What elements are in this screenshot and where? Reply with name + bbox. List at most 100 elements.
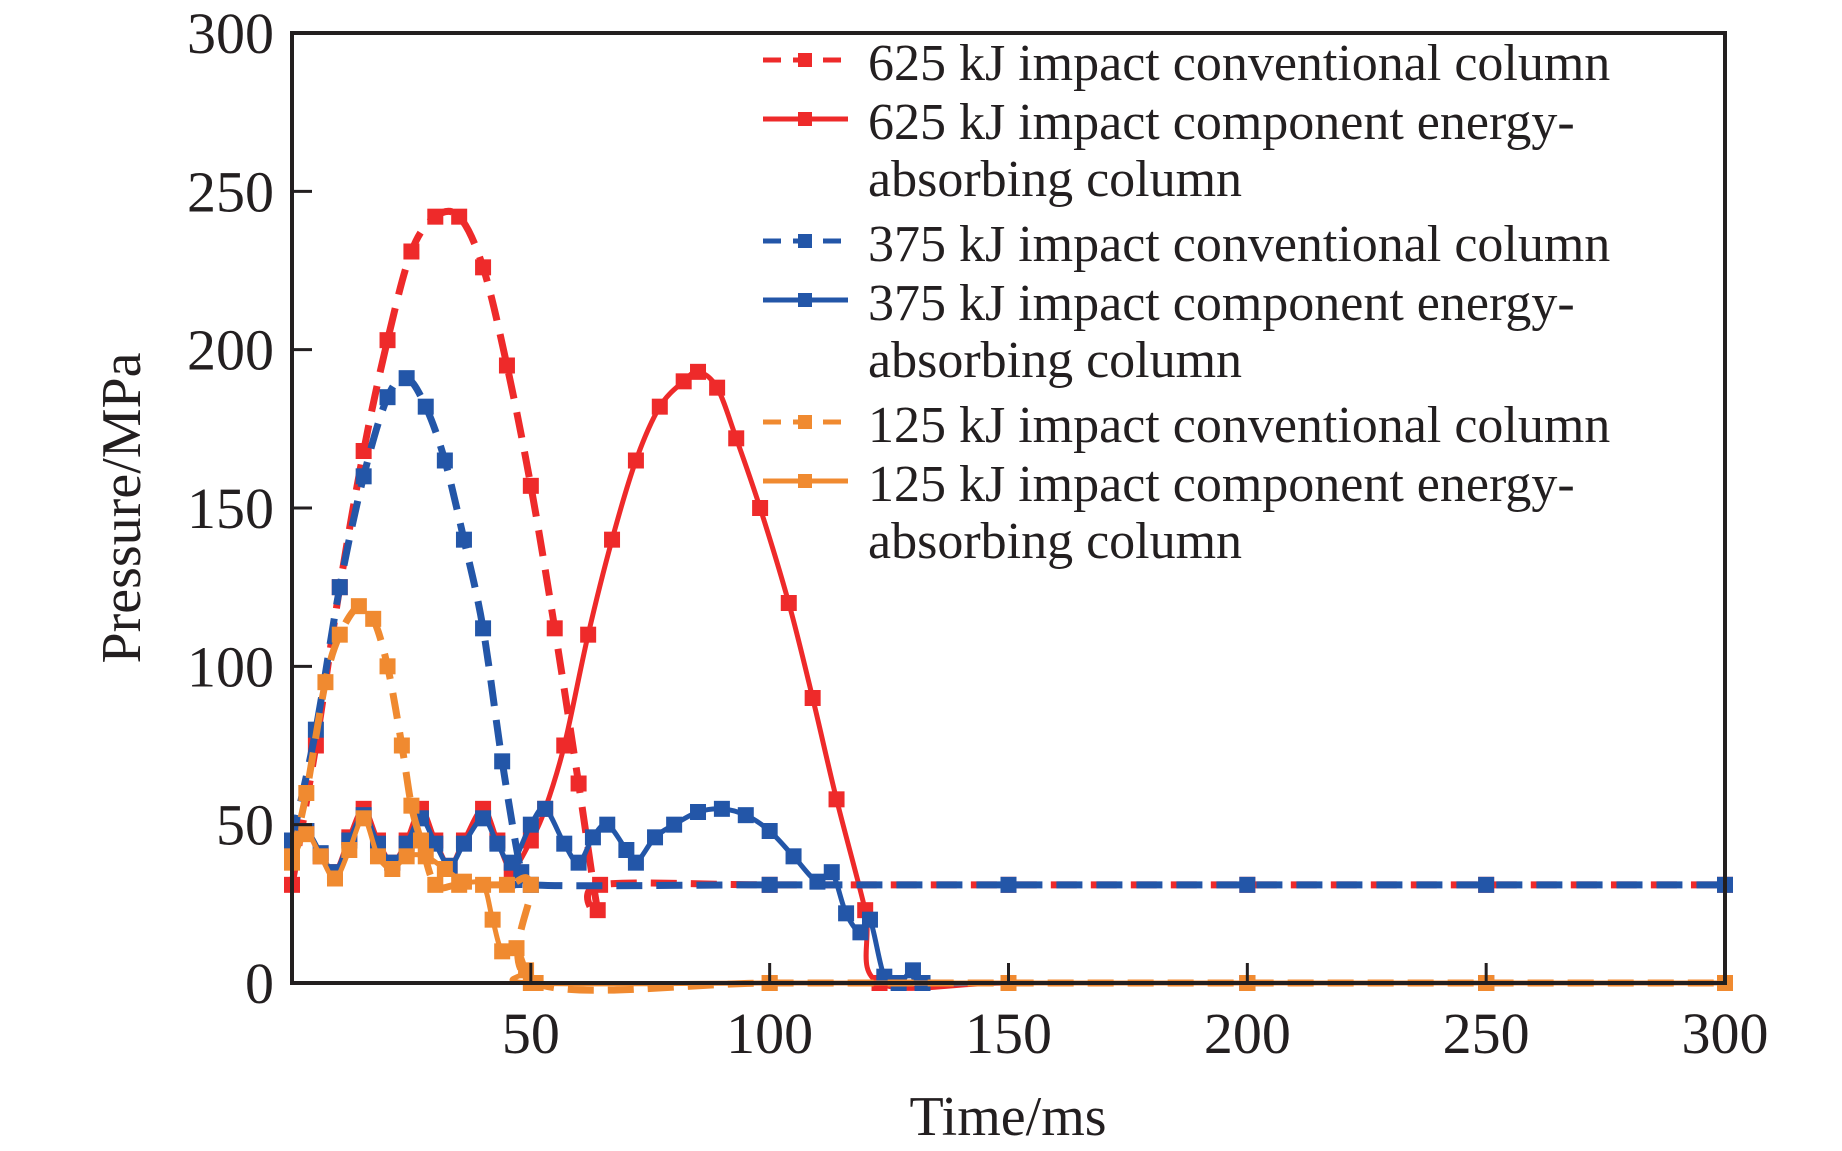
data-point (522, 876, 539, 893)
data-point (427, 208, 444, 225)
data-point (1239, 876, 1256, 893)
legend-item: 625 kJ impact conventional column (763, 35, 1610, 92)
data-point (369, 848, 386, 865)
data-point (709, 379, 726, 396)
y-tick-label: 200 (187, 318, 274, 383)
data-point (436, 861, 453, 877)
data-point (604, 531, 621, 548)
data-point (331, 626, 348, 643)
data-point (417, 398, 434, 415)
legend-swatch-marker (798, 293, 812, 307)
data-point (326, 870, 343, 887)
data-point (489, 835, 506, 852)
legend-label: absorbing column (868, 332, 1242, 389)
data-point (412, 832, 429, 849)
data-point (341, 842, 358, 858)
data-point (403, 243, 420, 260)
data-point (861, 911, 878, 928)
data-point (475, 620, 492, 637)
x-tick-label: 250 (1443, 1001, 1530, 1066)
data-point (455, 873, 472, 890)
data-point (666, 816, 683, 833)
data-point (427, 835, 444, 852)
data-point (398, 370, 415, 387)
data-point (503, 854, 520, 871)
data-point (498, 876, 515, 893)
data-point (379, 332, 396, 349)
x-tick-label: 300 (1682, 1001, 1769, 1066)
series-4 (284, 598, 1733, 994)
series-line (288, 374, 1725, 890)
data-point (498, 357, 515, 374)
x-tick-label: 100 (726, 1001, 813, 1066)
data-point (627, 854, 644, 871)
ticks: 0 50 100 150 200 250 300 50 100 150 200 250 300 (187, 1, 1769, 1066)
data-point (475, 876, 492, 893)
data-point (317, 674, 334, 691)
data-point (785, 848, 802, 865)
data-point (589, 902, 606, 919)
data-point (556, 737, 573, 754)
data-point (809, 873, 826, 890)
data-point (1478, 876, 1495, 893)
data-point (494, 753, 511, 770)
data-point (417, 848, 434, 865)
data-point (537, 800, 554, 817)
legend-label: 375 kJ impact conventional column (868, 216, 1610, 273)
legend-label: absorbing column (868, 513, 1242, 570)
data-point (312, 848, 329, 865)
y-tick-label: 150 (187, 476, 274, 541)
data-point (618, 842, 635, 858)
data-point (398, 835, 415, 852)
data-point (455, 835, 472, 852)
data-point (522, 477, 539, 494)
data-point (403, 797, 420, 814)
legend-label: 125 kJ impact conventional column (868, 397, 1610, 454)
data-point (398, 848, 415, 865)
data-point (384, 861, 401, 877)
y-tick-label: 0 (245, 951, 274, 1016)
data-point (556, 835, 573, 852)
data-point (690, 363, 707, 380)
data-point (647, 829, 664, 846)
data-point (546, 620, 563, 637)
series-layer (284, 207, 1733, 994)
data-point (393, 737, 410, 754)
data-point (350, 598, 367, 615)
legend-swatch-marker (798, 415, 812, 429)
data-point (752, 500, 769, 516)
legend-swatch-marker (798, 474, 812, 488)
data-point (298, 785, 315, 801)
x-axis-title: Time/ms (909, 1086, 1106, 1148)
data-point (365, 610, 382, 627)
data-point (584, 829, 601, 846)
x-tick-label: 200 (1204, 1001, 1291, 1066)
series-line (288, 207, 1725, 918)
data-point (570, 854, 587, 871)
data-point (508, 940, 525, 957)
data-point (651, 398, 668, 415)
data-point (379, 389, 396, 406)
data-point (761, 823, 778, 839)
legend-item: 125 kJ impact conventional column (763, 397, 1610, 454)
data-point (675, 373, 692, 390)
data-point (823, 864, 840, 881)
data-point (570, 775, 587, 792)
data-point (475, 259, 492, 276)
series-2 (284, 370, 1733, 893)
y-tick-label: 100 (187, 634, 274, 699)
legend-label: absorbing column (868, 151, 1242, 208)
legend-swatch-marker (798, 234, 812, 248)
legend-item: 375 kJ impact component energy-absorbing… (763, 275, 1575, 389)
data-point (838, 905, 855, 922)
data-point (580, 626, 597, 643)
y-tick-label: 300 (187, 1, 274, 66)
data-point (355, 468, 372, 485)
x-tick-label: 50 (502, 1001, 560, 1066)
legend-swatch-marker (798, 112, 812, 126)
data-point (484, 911, 501, 928)
data-point (427, 876, 444, 893)
y-axis-title: Pressure/MPa (91, 352, 153, 663)
